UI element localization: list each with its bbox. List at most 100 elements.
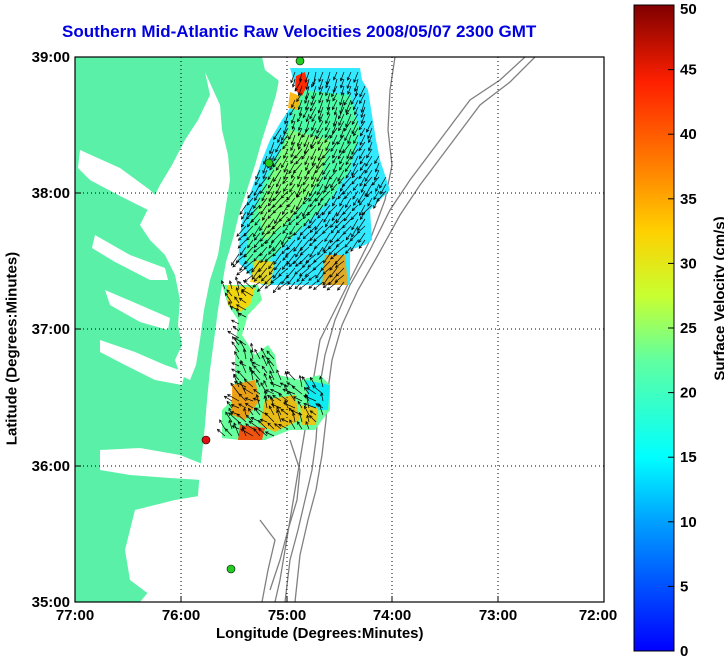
velocity-vector: [323, 253, 331, 264]
velocity-vector: [254, 232, 261, 241]
velocity-arrowhead: [316, 183, 320, 188]
radar-site-green: [295, 57, 305, 66]
velocity-vector: [322, 148, 331, 159]
velocity-vector: [286, 239, 296, 250]
velocity-vector: [232, 260, 240, 268]
velocity-vector: [260, 204, 268, 215]
velocity-arrowhead: [315, 135, 319, 140]
velocity-vector: [351, 162, 359, 176]
velocity-arrowhead: [286, 371, 291, 375]
velocity-arrowhead: [304, 273, 309, 277]
velocity-vector: [359, 155, 366, 165]
velocity-arrowhead: [240, 359, 244, 364]
velocity-vector: [306, 387, 317, 395]
y-tick-label: 36:00: [32, 458, 70, 475]
velocity-vector: [259, 197, 268, 209]
velocity-vector: [284, 113, 289, 124]
velocity-arrowhead: [326, 111, 330, 116]
velocity-arrowhead: [311, 83, 315, 88]
velocity-arrowhead: [274, 266, 278, 271]
velocity-arrowhead: [324, 185, 328, 190]
velocity-arrowhead: [303, 143, 307, 148]
velocity-arrowhead: [322, 162, 326, 167]
velocity-vector: [282, 253, 289, 261]
velocity-vector: [302, 127, 310, 138]
velocity-vector: [350, 92, 359, 105]
velocity-vector: [267, 197, 275, 207]
velocity-vector: [297, 134, 303, 147]
velocity-arrowhead: [233, 422, 237, 427]
velocity-vector: [268, 405, 275, 416]
velocity-arrowhead: [345, 236, 350, 241]
velocity-arrowhead: [351, 181, 355, 185]
velocity-arrowhead: [309, 193, 313, 197]
velocity-vector: [252, 267, 261, 280]
velocity-vector: [289, 106, 296, 116]
velocity-vector: [243, 280, 254, 290]
velocity-vector: [239, 297, 247, 304]
velocity-arrowhead: [351, 130, 355, 135]
velocity-vector: [333, 246, 345, 256]
velocity-arrowhead: [309, 253, 313, 258]
velocity-vector: [253, 365, 261, 374]
velocity-arrowhead: [295, 215, 300, 220]
velocity-vector: [241, 290, 247, 297]
velocity-arrowhead: [293, 248, 297, 252]
velocity-vector: [294, 267, 303, 275]
velocity-arrowhead: [346, 155, 350, 160]
velocity-vector: [310, 377, 317, 388]
velocity-vector: [303, 218, 310, 227]
velocity-vector: [345, 197, 352, 208]
velocity-arrowhead: [305, 86, 309, 91]
velocity-vector: [363, 176, 373, 187]
velocity-vector: [379, 176, 387, 189]
velocity-vector: [309, 99, 317, 112]
velocity-vector: [233, 422, 240, 437]
velocity-arrowhead: [352, 106, 356, 111]
velocity-vector: [314, 225, 324, 234]
velocity-vector: [351, 225, 359, 238]
velocity-arrowhead: [270, 239, 275, 244]
velocity-vector: [302, 260, 310, 268]
velocity-vector: [247, 239, 254, 248]
velocity-arrowhead: [290, 160, 294, 165]
velocity-vector: [263, 155, 268, 165]
velocity-arrowhead: [304, 79, 308, 84]
velocity-arrowhead: [245, 216, 250, 220]
velocity-arrowhead: [308, 242, 313, 247]
velocity-arrowhead: [292, 412, 296, 416]
velocity-arrowhead: [302, 212, 306, 217]
velocity-vector: [301, 274, 310, 282]
velocity-arrowhead: [241, 216, 245, 220]
velocity-vector: [252, 361, 261, 367]
velocity-arrowhead: [303, 222, 307, 227]
velocity-vector: [309, 225, 317, 233]
velocity-vector: [225, 428, 233, 437]
velocity-vector: [292, 78, 296, 88]
velocity-vector: [304, 405, 310, 416]
velocity-arrowhead: [298, 374, 302, 379]
velocity-vector: [353, 134, 359, 144]
velocity-arrowhead: [380, 190, 384, 195]
velocity-vector: [350, 239, 359, 252]
velocity-arrowhead: [309, 220, 313, 224]
velocity-vector: [290, 204, 296, 213]
velocity-vector: [309, 106, 317, 119]
velocity-arrowhead: [267, 215, 271, 219]
x-axis-label: Longitude (Degrees:Minutes): [216, 625, 424, 642]
velocity-vector: [336, 204, 345, 217]
velocity-arrowhead: [290, 209, 294, 214]
velocity-vector: [258, 260, 268, 272]
velocity-arrowhead: [246, 237, 250, 241]
velocity-arrowhead: [283, 176, 287, 181]
velocity-arrowhead: [246, 270, 250, 274]
velocity-vector: [267, 169, 275, 180]
velocity-arrowhead: [243, 378, 248, 383]
velocity-vector: [359, 85, 366, 97]
velocity-arrowhead: [297, 92, 302, 97]
velocity-arrowhead: [303, 402, 307, 407]
velocity-vector: [248, 420, 261, 430]
velocity-vector: [299, 239, 310, 251]
velocity-arrowhead: [290, 147, 294, 151]
velocity-vector: [340, 127, 345, 138]
